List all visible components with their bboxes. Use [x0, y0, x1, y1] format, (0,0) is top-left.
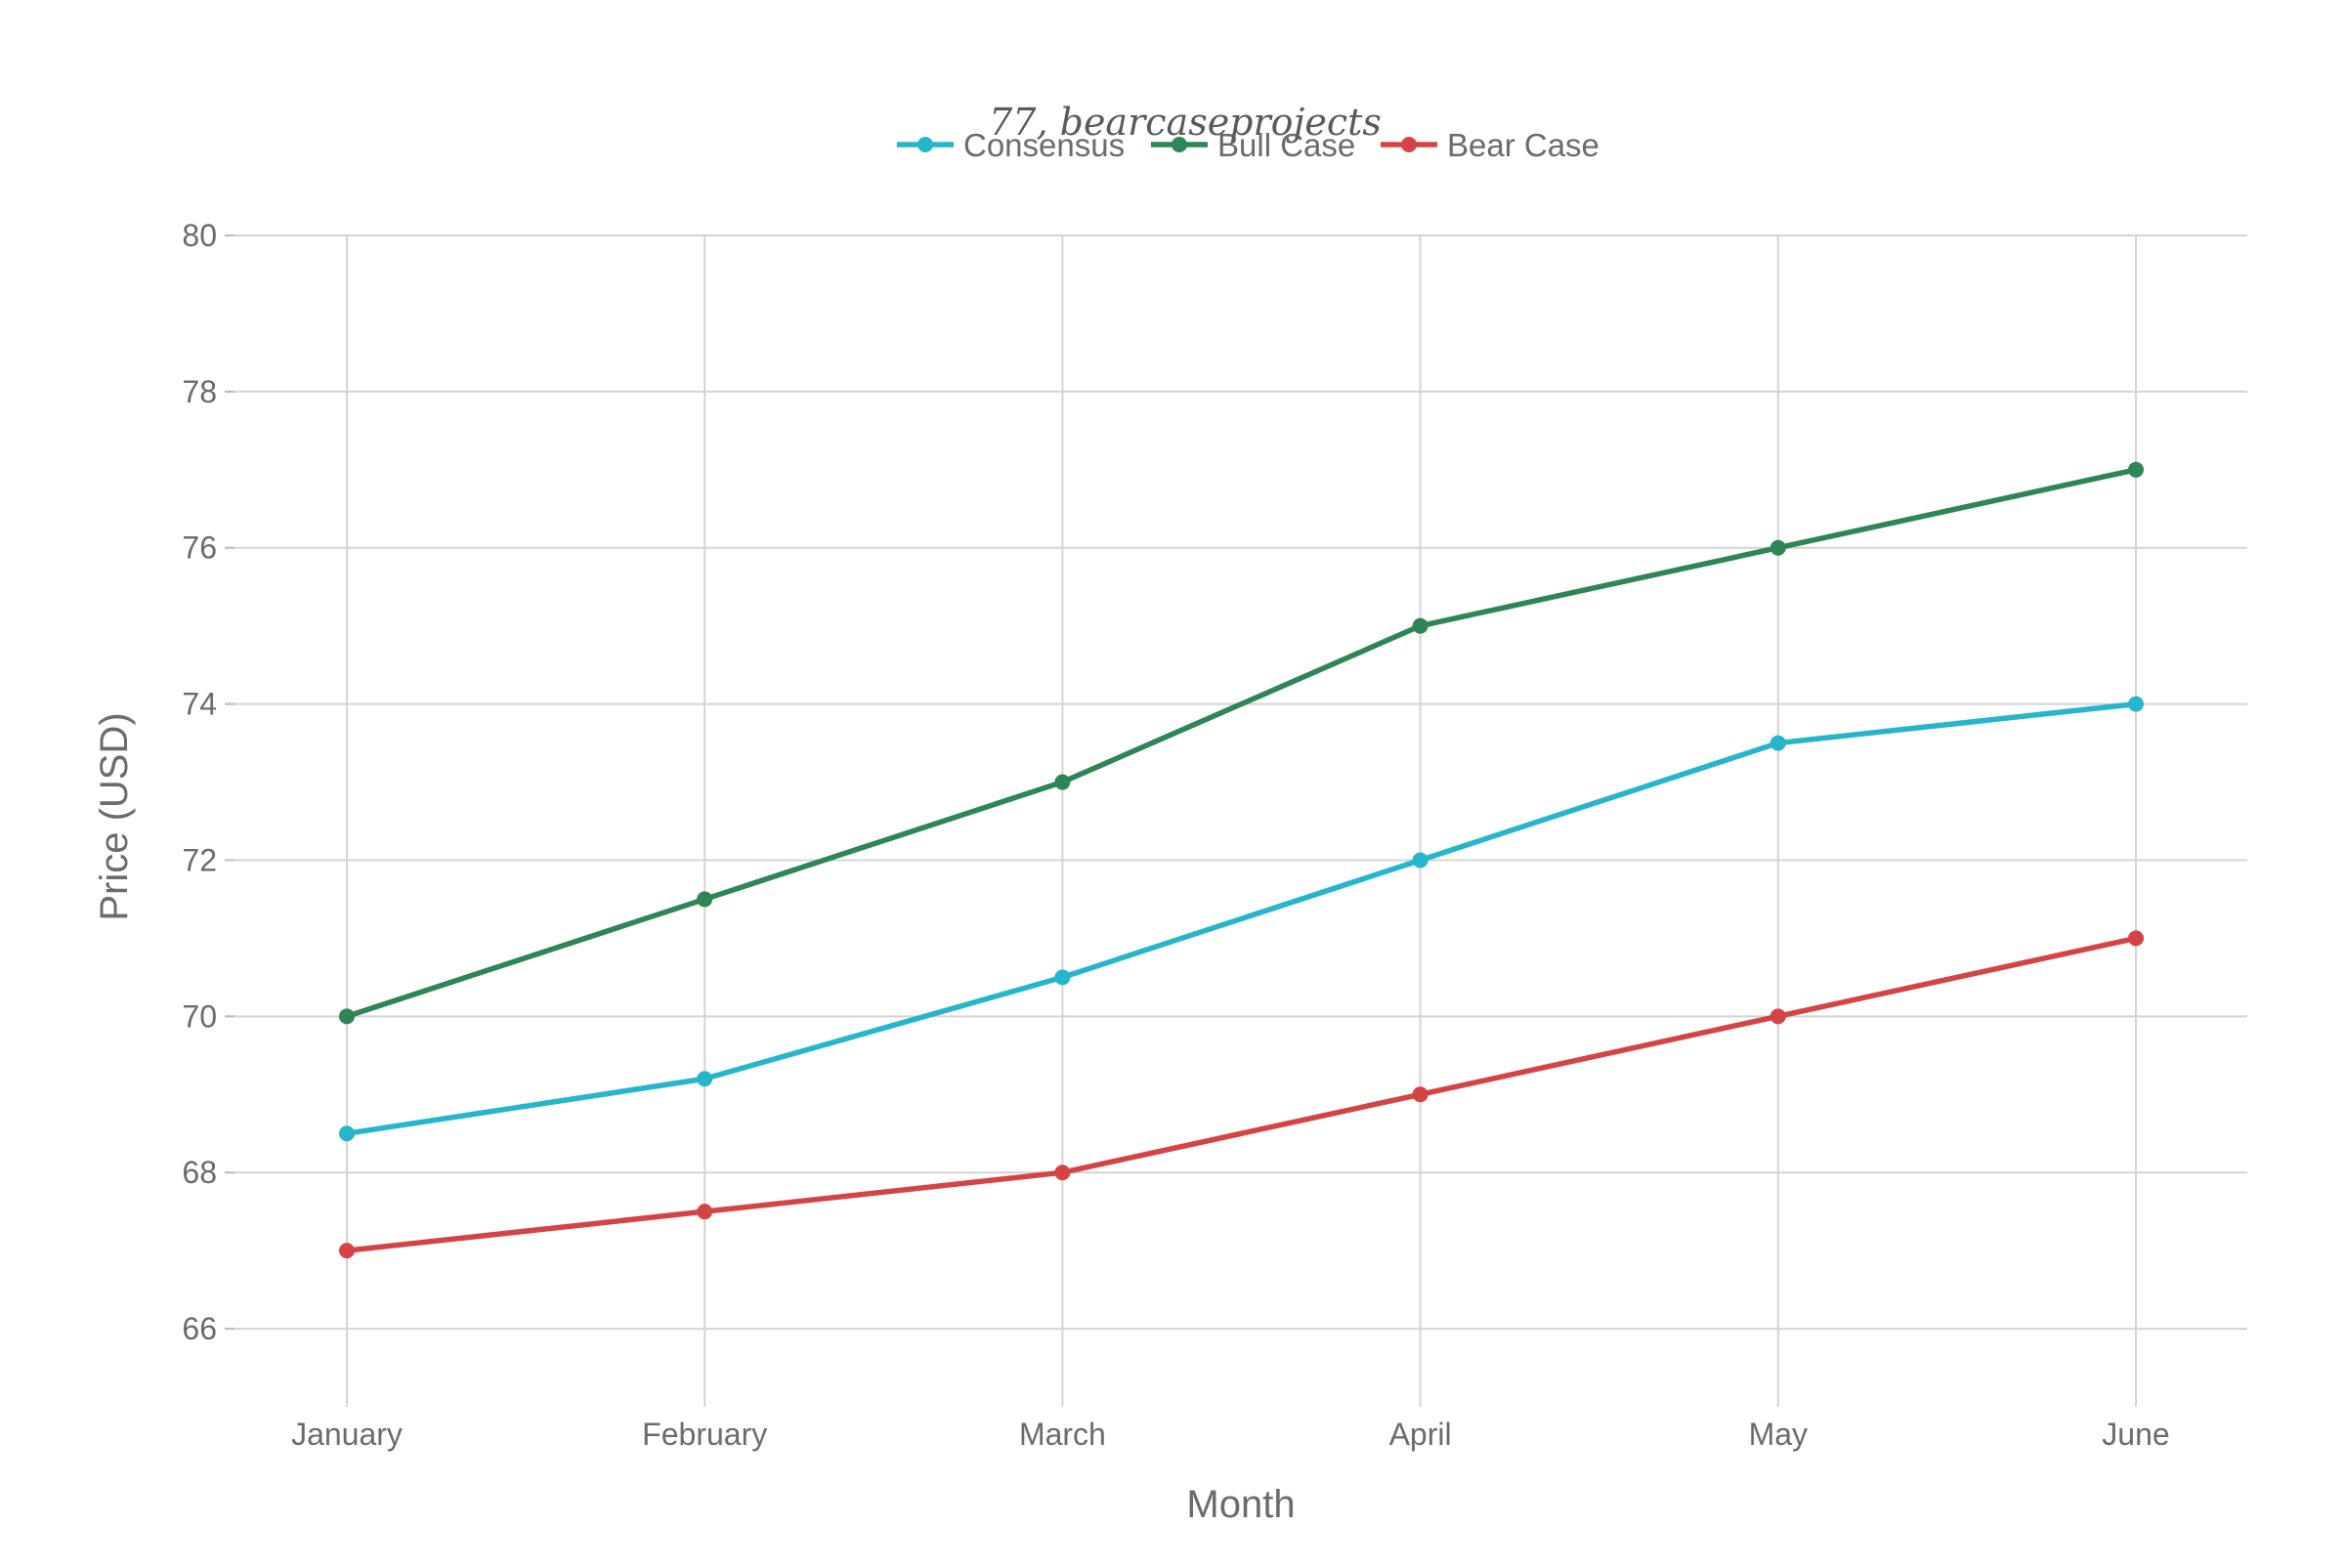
- legend: Consensus Bull Case Bear Case: [897, 127, 1599, 163]
- data-point-bear-case: [1769, 1008, 1786, 1025]
- series-line-bull-case: [344, 467, 2139, 1020]
- series-consensus: [339, 696, 2144, 1142]
- legend-label: Bull Case: [1217, 127, 1355, 163]
- legend-item-bull-case[interactable]: Bull Case: [1151, 127, 1355, 163]
- x-tick-label: February: [642, 1417, 767, 1452]
- series-bear-case: [339, 930, 2144, 1259]
- data-point-consensus: [1769, 735, 1786, 751]
- data-point-bull-case: [1412, 617, 1428, 634]
- x-tick-label: June: [2102, 1417, 2169, 1452]
- legend-swatch-marker: [1401, 137, 1417, 152]
- legend-swatch-marker: [1172, 137, 1187, 152]
- y-tick-label: 72: [182, 842, 217, 877]
- legend-swatch-marker: [917, 137, 933, 152]
- data-point-consensus: [2128, 696, 2144, 712]
- y-axis-title: Price (USD): [93, 712, 136, 920]
- chart-title: 77, bearcaseprojects: [989, 101, 1382, 144]
- x-tick-label: May: [1749, 1417, 1808, 1452]
- data-point-bull-case: [697, 891, 713, 908]
- horizontal-gridlines: [225, 234, 2247, 1331]
- data-point-bear-case: [697, 1204, 713, 1220]
- x-tick-label: March: [1019, 1417, 1106, 1452]
- x-tick-label: April: [1389, 1417, 1452, 1452]
- legend-item-bear-case[interactable]: Bear Case: [1381, 127, 1599, 163]
- y-tick-label: 76: [182, 530, 217, 566]
- data-point-bull-case: [1769, 539, 1786, 556]
- series-line-bear-case: [344, 935, 2139, 1253]
- y-tick-label: 68: [182, 1155, 217, 1190]
- data-point-consensus: [697, 1071, 713, 1087]
- y-tick-label: 78: [182, 374, 217, 409]
- data-point-consensus: [1412, 852, 1428, 869]
- series-bull-case: [339, 461, 2144, 1025]
- series-group: [339, 461, 2144, 1259]
- legend-label: Consensus: [963, 127, 1125, 163]
- x-axis-ticks: January February March April May June: [291, 1417, 2170, 1452]
- data-point-bear-case: [1412, 1086, 1428, 1103]
- y-tick-label: 70: [182, 998, 217, 1034]
- y-axis-ticks: 66 68 70 72 74 76 78 80: [182, 218, 234, 1346]
- data-point-bear-case: [339, 1243, 355, 1259]
- y-tick-label: 74: [182, 687, 217, 722]
- data-point-consensus: [1054, 969, 1071, 986]
- legend-label: Bear Case: [1447, 127, 1599, 163]
- data-point-bear-case: [1054, 1165, 1071, 1181]
- data-point-bull-case: [2128, 461, 2144, 478]
- data-point-bull-case: [1054, 774, 1071, 790]
- series-line-consensus: [344, 700, 2139, 1136]
- data-point-consensus: [339, 1125, 355, 1142]
- data-point-bull-case: [339, 1008, 355, 1025]
- vertical-gridlines: [346, 235, 2137, 1407]
- y-tick-label: 66: [182, 1311, 217, 1346]
- data-point-bear-case: [2128, 930, 2144, 947]
- x-axis-title: Month: [1186, 1483, 1295, 1526]
- x-tick-label: January: [291, 1417, 403, 1452]
- legend-item-consensus[interactable]: Consensus: [897, 127, 1125, 163]
- y-tick-label: 80: [182, 218, 217, 253]
